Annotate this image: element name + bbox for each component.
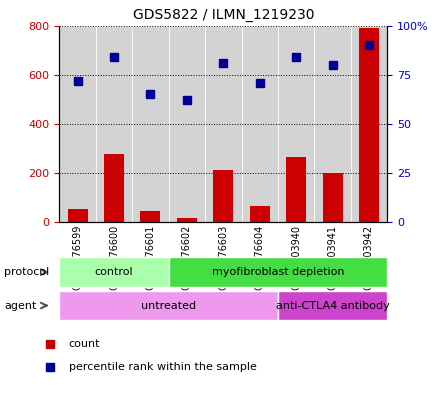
Text: untreated: untreated [141, 301, 196, 310]
Text: count: count [69, 340, 100, 349]
Bar [169, 257, 387, 287]
Bar [96, 26, 132, 222]
Bar [242, 26, 278, 222]
Bar [177, 219, 197, 222]
Bar [68, 209, 88, 222]
Bar [286, 157, 306, 222]
Bar [323, 173, 343, 222]
Bar [205, 26, 242, 222]
Text: protocol: protocol [4, 267, 50, 277]
Bar [59, 26, 96, 222]
Bar [104, 154, 124, 222]
Bar [351, 26, 387, 222]
Bar [132, 26, 169, 222]
Title: GDS5822 / ILMN_1219230: GDS5822 / ILMN_1219230 [132, 8, 314, 22]
Bar [278, 291, 387, 320]
Bar [140, 211, 161, 222]
Text: agent: agent [4, 301, 37, 310]
Text: anti-CTLA4 antibody: anti-CTLA4 antibody [276, 301, 389, 310]
Text: control: control [95, 267, 133, 277]
Bar [278, 26, 314, 222]
Bar [250, 206, 270, 222]
Text: myofibroblast depletion: myofibroblast depletion [212, 267, 344, 277]
Bar [169, 26, 205, 222]
Text: percentile rank within the sample: percentile rank within the sample [69, 362, 257, 372]
Bar [314, 26, 351, 222]
Bar [59, 291, 278, 320]
Bar [59, 257, 169, 287]
Bar [359, 28, 379, 222]
Bar [213, 171, 233, 222]
